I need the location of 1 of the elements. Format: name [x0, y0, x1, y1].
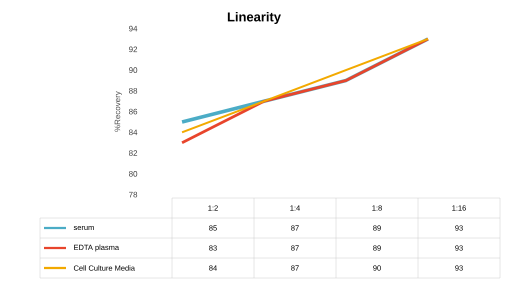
chart-title: Linearity [228, 12, 281, 24]
